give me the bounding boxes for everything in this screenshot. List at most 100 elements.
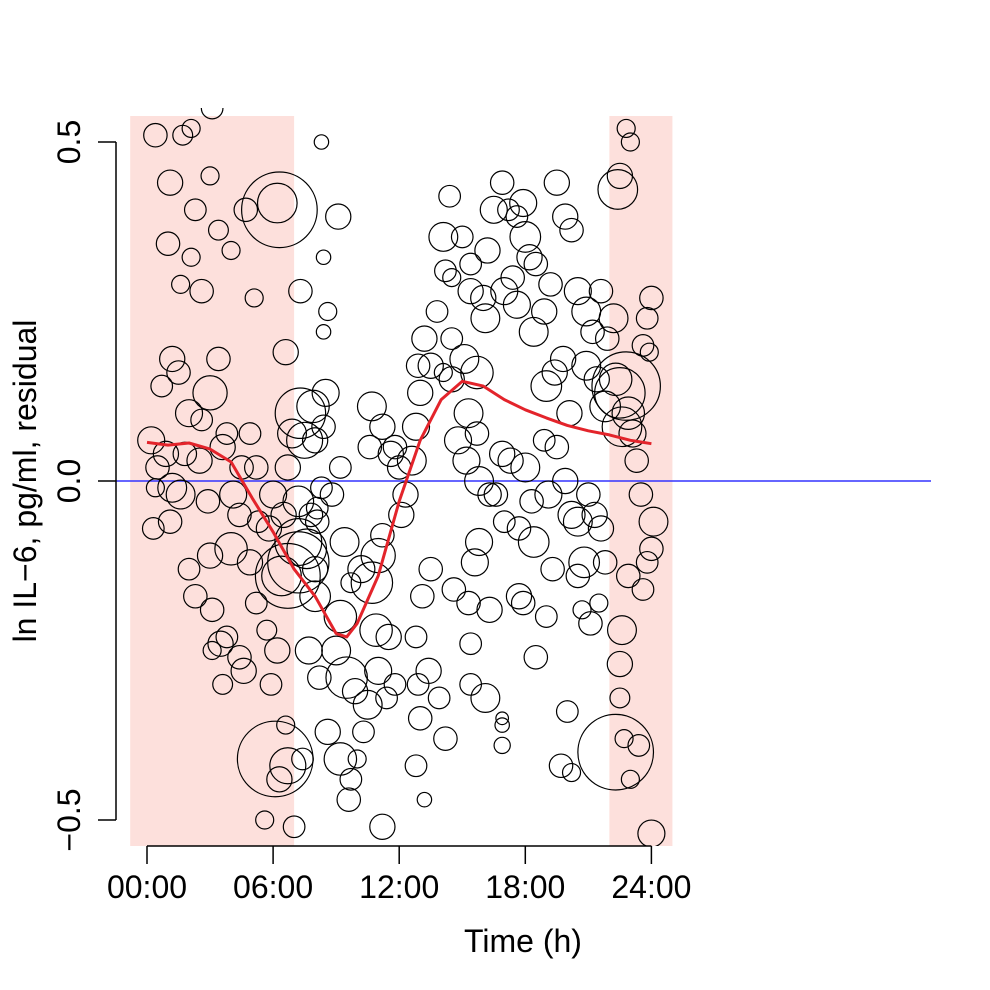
x-tick-label: 24:00 xyxy=(611,869,691,905)
data-point xyxy=(286,528,328,570)
data-point xyxy=(311,414,336,440)
data-point xyxy=(181,118,201,139)
data-point xyxy=(192,375,228,411)
data-point xyxy=(325,656,368,699)
data-point xyxy=(483,482,509,507)
data-point xyxy=(505,205,529,228)
data-point xyxy=(157,509,183,534)
data-point xyxy=(464,466,495,497)
data-point xyxy=(307,665,332,690)
data-point xyxy=(549,345,577,373)
data-point xyxy=(272,338,299,366)
data-point xyxy=(314,718,341,746)
data-point xyxy=(530,370,563,402)
data-point xyxy=(350,561,394,605)
data-point xyxy=(236,720,314,798)
data-point xyxy=(563,277,592,306)
data-point xyxy=(540,556,565,582)
data-point xyxy=(477,482,502,507)
data-point xyxy=(538,272,563,297)
data-point xyxy=(548,753,574,779)
data-points-layer xyxy=(137,108,669,846)
data-point xyxy=(159,345,186,373)
data-point xyxy=(459,252,483,276)
data-point xyxy=(606,162,634,190)
data-point xyxy=(150,374,174,398)
data-point xyxy=(396,445,427,476)
data-point xyxy=(479,195,508,224)
data-point xyxy=(241,171,318,249)
data-point xyxy=(441,577,467,602)
data-point xyxy=(177,557,201,581)
data-point xyxy=(561,762,582,783)
data-point xyxy=(591,351,661,421)
x-tick-label: 12:00 xyxy=(359,869,439,905)
data-point xyxy=(156,169,184,196)
data-point xyxy=(543,169,571,196)
data-point xyxy=(583,366,610,393)
data-point xyxy=(565,563,591,589)
data-point xyxy=(428,221,459,252)
data-point xyxy=(215,422,239,445)
data-point xyxy=(427,686,451,710)
data-point xyxy=(318,301,338,322)
data-point xyxy=(614,729,634,749)
data-point xyxy=(457,277,484,305)
data-point xyxy=(417,352,444,379)
data-point xyxy=(568,546,601,579)
data-point xyxy=(143,122,168,148)
data-point xyxy=(388,501,415,529)
data-point xyxy=(207,630,234,657)
y-tick-label: 0.5 xyxy=(51,120,87,164)
data-point xyxy=(606,650,634,678)
data-point xyxy=(639,536,664,562)
data-point xyxy=(274,387,327,440)
data-point xyxy=(200,166,220,186)
data-point xyxy=(310,476,333,500)
x-tick-label: 18:00 xyxy=(485,869,565,905)
data-point xyxy=(267,531,330,594)
data-point xyxy=(594,326,620,351)
data-point xyxy=(534,480,563,509)
data-point xyxy=(494,717,510,733)
data-point xyxy=(606,615,637,646)
data-point xyxy=(404,625,428,649)
fitted-curve xyxy=(146,379,652,639)
data-point xyxy=(470,284,497,312)
data-point xyxy=(190,408,214,432)
data-point xyxy=(329,527,360,558)
data-point xyxy=(557,500,586,530)
data-point xyxy=(282,815,306,839)
data-point xyxy=(418,556,444,582)
data-point xyxy=(616,118,636,139)
data-point xyxy=(181,247,201,267)
data-point xyxy=(597,169,639,210)
data-point xyxy=(347,749,367,769)
data-point xyxy=(555,700,579,723)
data-point xyxy=(141,517,165,540)
data-point xyxy=(470,682,501,713)
data-point xyxy=(464,527,494,557)
data-point xyxy=(460,548,489,577)
fit-line-layer xyxy=(146,379,652,639)
data-point xyxy=(635,550,659,574)
data-point xyxy=(488,440,516,468)
data-point xyxy=(255,810,275,830)
data-point xyxy=(601,406,643,448)
data-point xyxy=(266,766,293,793)
data-point xyxy=(519,489,544,514)
data-point xyxy=(200,108,224,120)
data-point xyxy=(321,635,352,666)
data-point xyxy=(592,550,618,575)
data-point xyxy=(637,819,666,846)
data-point xyxy=(298,502,324,528)
data-point xyxy=(434,259,457,283)
data-point xyxy=(497,447,524,474)
data-point xyxy=(438,184,462,208)
data-point xyxy=(509,188,538,218)
data-point xyxy=(186,447,213,474)
data-point xyxy=(339,767,363,791)
data-point xyxy=(214,531,248,566)
data-point xyxy=(227,644,252,670)
